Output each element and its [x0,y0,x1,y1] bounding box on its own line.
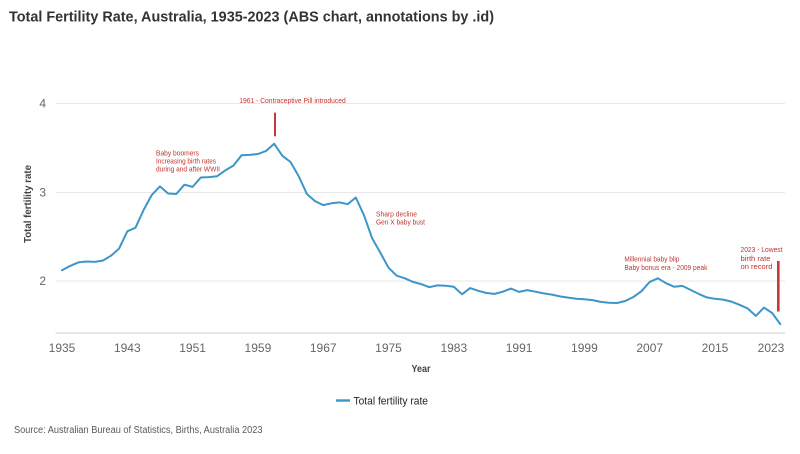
svg-text:Gen X baby bust: Gen X baby bust [376,217,425,226]
svg-text:3: 3 [39,186,46,200]
svg-text:Baby bonus era - 2009 peak: Baby bonus era - 2009 peak [624,263,707,272]
svg-text:1959: 1959 [245,341,272,355]
svg-text:birth rate: birth rate [741,254,771,263]
svg-text:1991: 1991 [506,341,533,355]
svg-text:1967: 1967 [310,341,337,355]
svg-text:Source: Australian Bureau of S: Source: Australian Bureau of Statistics,… [14,425,263,436]
svg-text:Baby boomers: Baby boomers [156,148,199,157]
svg-text:during and after WWII: during and after WWII [156,165,220,174]
svg-text:Total fertility rate: Total fertility rate [22,165,34,243]
svg-text:Millennial baby blip: Millennial baby blip [624,255,679,264]
svg-text:2007: 2007 [636,341,663,355]
svg-text:2015: 2015 [702,341,729,355]
svg-text:1951: 1951 [179,341,206,355]
svg-text:2: 2 [39,274,46,288]
svg-text:on record: on record [741,262,773,271]
svg-text:2023 - Lowest: 2023 - Lowest [741,245,783,254]
svg-text:1975: 1975 [375,341,402,355]
svg-text:Total fertility rate: Total fertility rate [354,396,429,408]
svg-text:2023: 2023 [758,341,785,355]
svg-text:1999: 1999 [571,341,598,355]
svg-text:1935: 1935 [49,341,76,355]
svg-text:1983: 1983 [440,341,467,355]
svg-text:Sharp decline: Sharp decline [376,210,417,219]
svg-text:Increasing birth rates: Increasing birth rates [156,156,216,165]
svg-text:1961 - Contraceptive Pill intr: 1961 - Contraceptive Pill introduced [239,96,345,105]
svg-text:1943: 1943 [114,341,141,355]
svg-text:Total Fertility Rate, Australi: Total Fertility Rate, Australia, 1935-20… [9,10,494,26]
svg-text:Year: Year [412,364,431,375]
svg-text:4: 4 [39,97,46,111]
